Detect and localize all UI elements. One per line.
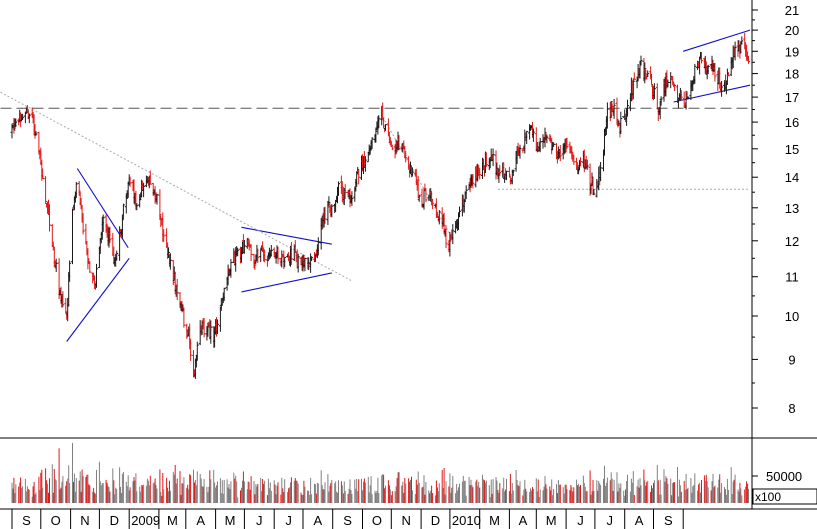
month-label: J	[607, 513, 614, 528]
month-label: A	[519, 513, 528, 528]
price-tick-label: 18	[785, 67, 799, 82]
trendline-solid-3	[241, 272, 332, 293]
price-tick-label: 21	[785, 3, 799, 18]
month-label: J	[577, 513, 584, 528]
month-label: N	[80, 513, 89, 528]
month-label: M	[546, 513, 557, 528]
month-label: O	[51, 513, 61, 528]
price-tick-label: 10	[785, 309, 799, 324]
trendline-dotted-8	[382, 116, 451, 235]
month-label: M	[489, 513, 500, 528]
month-label: S	[22, 513, 31, 528]
volume-tick-label: 50000	[766, 469, 802, 484]
month-label: O	[372, 513, 382, 528]
month-label: J	[256, 513, 263, 528]
month-label: M	[225, 513, 236, 528]
month-label: A	[196, 513, 205, 528]
month-label: M	[167, 513, 178, 528]
month-label: D	[110, 513, 119, 528]
price-tick-label: 12	[785, 234, 799, 249]
month-label: A	[635, 513, 644, 528]
price-tick-label: 17	[785, 90, 799, 105]
month-label: J	[285, 513, 292, 528]
year-label: 2009	[131, 513, 160, 528]
trendline-solid-4	[683, 29, 751, 52]
month-label: N	[402, 513, 411, 528]
volume-unit-box	[752, 488, 817, 505]
price-tick-label: 16	[785, 115, 799, 130]
price-tick-label: 19	[785, 44, 799, 59]
year-label: 2010	[452, 513, 481, 528]
price-tick-label: 11	[785, 270, 799, 285]
price-tick-label: 8	[788, 401, 795, 416]
trendline-solid-2	[241, 226, 332, 245]
price-tick-label: 9	[788, 352, 795, 367]
month-label: S	[664, 513, 673, 528]
price-tick-label: 14	[785, 170, 799, 185]
price-tick-label: 15	[785, 142, 799, 157]
volume-unit-label: x100	[755, 490, 781, 504]
trendline-solid-1	[66, 257, 130, 342]
price-tick-label: 13	[785, 201, 799, 216]
month-label: D	[431, 513, 440, 528]
price-tick-label: 20	[785, 23, 799, 38]
month-label: S	[343, 513, 352, 528]
month-label: A	[313, 513, 322, 528]
